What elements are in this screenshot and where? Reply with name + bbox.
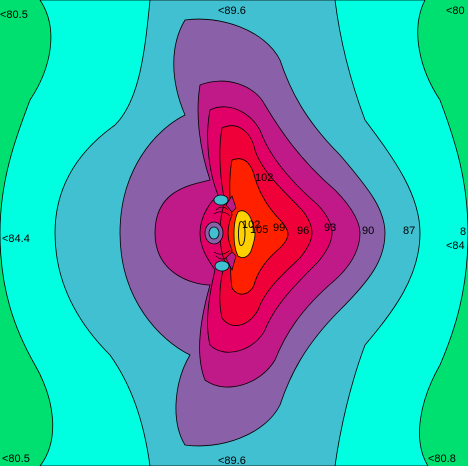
label-contour-105: 105 [250,224,268,236]
label-top-center: <89.6 [218,5,246,17]
blob-lower [214,260,230,272]
label-left: <84.4 [2,233,30,245]
label-right-a: <84 [446,240,465,252]
label-bottom-center: <89.6 [218,455,246,466]
label-contour-90: 90 [362,225,374,237]
label-contour-102: 102 [255,172,273,184]
label-bottom-right: <80.8 [428,453,456,465]
label-contour-102b: 102 [242,219,260,231]
label-right-b: 8 [460,226,466,238]
core-outline [238,221,246,246]
label-contour-99: 99 [273,222,285,234]
label-top-right: <80 [446,5,465,17]
label-contour-93: 93 [324,222,336,234]
band-102 [227,158,289,295]
spike-upper [225,195,237,213]
label-bottom-left: <80.5 [2,453,30,465]
spike-lower [225,251,237,271]
fine-lines-lower [213,249,231,260]
band-105 [233,210,256,258]
fine-lines-upper [213,206,231,217]
label-contour-87: 87 [403,225,415,237]
blob-left-inner [208,226,220,240]
label-contour-96: 96 [297,225,309,237]
label-top-left: <80.5 [0,9,28,21]
blob-upper [213,194,229,206]
